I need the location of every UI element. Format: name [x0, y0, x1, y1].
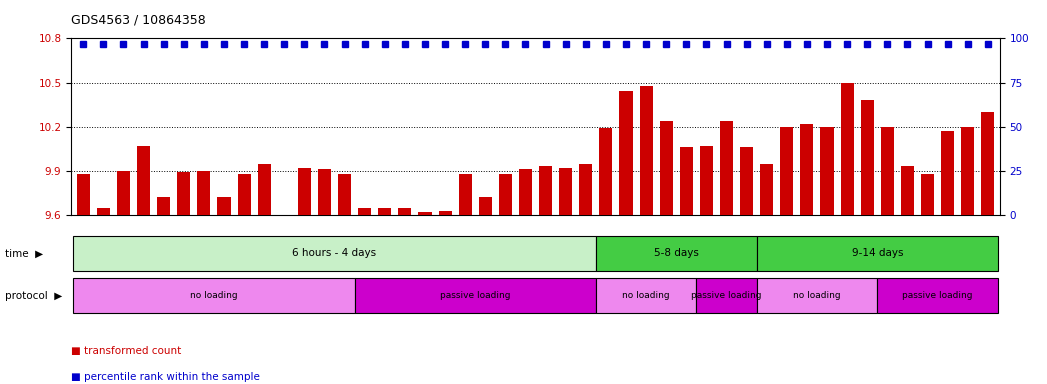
Text: time  ▶: time ▶ — [5, 248, 43, 258]
Bar — [117, 171, 130, 215]
Bar — [981, 112, 995, 215]
Bar — [841, 83, 853, 215]
Bar — [599, 128, 612, 215]
Text: protocol  ▶: protocol ▶ — [5, 291, 63, 301]
Bar — [258, 164, 271, 215]
Bar — [821, 127, 833, 215]
Bar — [96, 208, 110, 215]
Bar — [877, 278, 998, 313]
Bar — [519, 169, 532, 215]
Bar — [355, 278, 596, 313]
Bar — [358, 208, 372, 215]
Bar — [318, 169, 331, 215]
Bar — [900, 167, 914, 215]
Text: passive loading: passive loading — [691, 291, 762, 300]
Bar — [378, 208, 392, 215]
Bar — [800, 124, 814, 215]
Bar — [961, 127, 975, 215]
Bar — [881, 127, 894, 215]
Text: 5-8 days: 5-8 days — [653, 248, 698, 258]
Bar — [660, 121, 673, 215]
Text: ■ transformed count: ■ transformed count — [71, 346, 181, 356]
Text: ■ percentile rank within the sample: ■ percentile rank within the sample — [71, 372, 260, 382]
Bar — [238, 174, 250, 215]
Bar — [760, 164, 774, 215]
Bar — [137, 146, 150, 215]
Bar — [699, 146, 713, 215]
Bar — [297, 168, 311, 215]
Bar — [398, 208, 411, 215]
Bar — [596, 278, 696, 313]
Text: no loading: no loading — [191, 291, 238, 300]
Bar — [197, 171, 210, 215]
Bar — [439, 210, 451, 215]
Text: passive loading: passive loading — [440, 291, 511, 300]
Bar — [559, 168, 573, 215]
Bar — [780, 127, 794, 215]
Bar — [861, 100, 874, 215]
Bar — [218, 197, 230, 215]
Bar — [157, 197, 171, 215]
Text: no loading: no loading — [622, 291, 670, 300]
Bar — [579, 164, 593, 215]
Text: 6 hours - 4 days: 6 hours - 4 days — [292, 248, 377, 258]
Bar — [740, 147, 753, 215]
Text: passive loading: passive loading — [903, 291, 973, 300]
Bar — [73, 278, 355, 313]
Bar — [620, 91, 632, 215]
Text: GDS4563 / 10864358: GDS4563 / 10864358 — [71, 14, 206, 27]
Text: 9-14 days: 9-14 days — [851, 248, 903, 258]
Bar — [696, 278, 757, 313]
Bar — [596, 236, 757, 271]
Bar — [177, 172, 191, 215]
Bar — [680, 147, 693, 215]
Text: no loading: no loading — [794, 291, 841, 300]
Bar — [498, 174, 512, 215]
Bar — [921, 174, 934, 215]
Bar — [640, 86, 652, 215]
Bar — [757, 236, 998, 271]
Bar — [338, 174, 351, 215]
Bar — [419, 212, 431, 215]
Bar — [73, 236, 596, 271]
Bar — [76, 174, 90, 215]
Bar — [720, 121, 733, 215]
Bar — [478, 197, 492, 215]
Bar — [539, 167, 552, 215]
Bar — [757, 278, 877, 313]
Bar — [459, 174, 472, 215]
Bar — [941, 131, 954, 215]
